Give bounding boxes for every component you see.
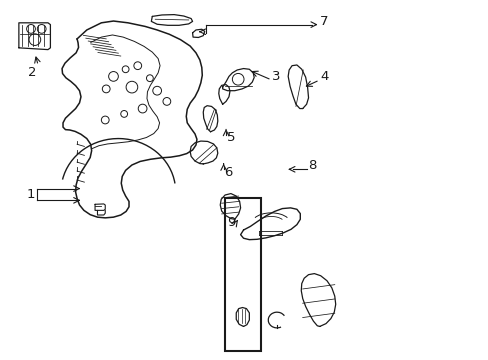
Text: 7: 7 <box>320 14 328 27</box>
Text: 8: 8 <box>307 159 316 172</box>
Bar <box>224 198 261 351</box>
Text: 1: 1 <box>27 188 35 201</box>
Text: 3: 3 <box>271 70 280 83</box>
Text: 4: 4 <box>320 70 328 83</box>
Text: 6: 6 <box>224 166 232 179</box>
Text: 2: 2 <box>28 66 37 79</box>
Text: 5: 5 <box>226 131 235 144</box>
Text: 9: 9 <box>227 216 235 229</box>
